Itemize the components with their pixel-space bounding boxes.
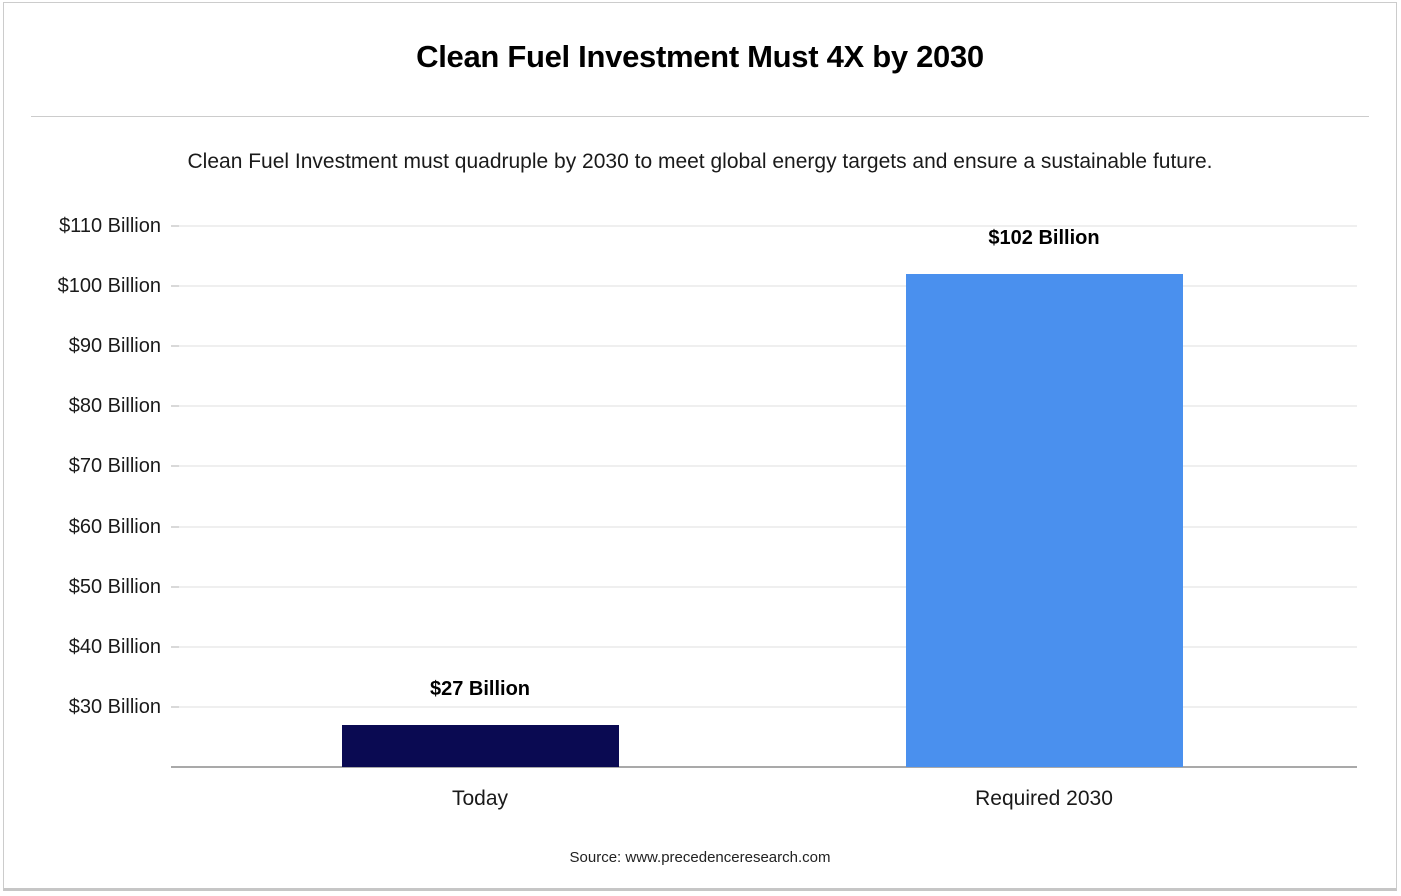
y-axis-tick-mark bbox=[171, 285, 179, 288]
gridline bbox=[171, 645, 1357, 648]
gridline bbox=[171, 225, 1357, 228]
bar-value-label-required-2030: $102 Billion bbox=[988, 227, 1100, 250]
gridline bbox=[171, 525, 1357, 528]
gridline bbox=[171, 405, 1357, 408]
y-axis-tick-label: $70 Billion bbox=[68, 455, 161, 478]
y-axis-tick-mark bbox=[171, 225, 179, 228]
bar-today bbox=[341, 724, 619, 767]
y-axis-tick-label: $50 Billion bbox=[68, 575, 161, 598]
chart-plot: $110 Billion $100 Billion $90 Billion $80 B… bbox=[4, 196, 1396, 810]
y-axis-tick-label: $80 Billion bbox=[68, 395, 161, 418]
y-axis-tick-mark bbox=[171, 345, 179, 348]
y-axis-tick-label: $110 Billion bbox=[59, 215, 161, 238]
page-title: Clean Fuel Investment Must 4X by 2030 bbox=[416, 39, 984, 74]
x-axis-category-label-today: Today bbox=[451, 787, 509, 810]
title-divider bbox=[31, 116, 1369, 117]
chart-card: Clean Fuel Investment Must 4X by 2030 Cl… bbox=[3, 2, 1397, 891]
bar-value-label-today: $27 Billion bbox=[429, 677, 531, 700]
y-axis-tick-mark bbox=[171, 645, 179, 648]
y-axis-tick-mark bbox=[171, 585, 179, 588]
y-axis-tick-label: $90 Billion bbox=[68, 335, 161, 358]
x-axis-line bbox=[171, 766, 1357, 768]
y-axis-tick-label: $40 Billion bbox=[68, 635, 161, 658]
chart-subtitle: Clean Fuel Investment must quadruple by … bbox=[187, 150, 1213, 173]
y-axis-tick-mark bbox=[171, 705, 179, 708]
gridline bbox=[171, 585, 1357, 588]
y-axis-tick-mark bbox=[171, 405, 179, 408]
gridline bbox=[171, 285, 1357, 288]
y-axis-tick-label: $60 Billion bbox=[68, 515, 161, 538]
y-axis-tick-mark bbox=[171, 525, 179, 528]
x-axis-category-label-required-2030: Required 2030 bbox=[975, 787, 1113, 810]
gridline bbox=[171, 345, 1357, 348]
y-axis-tick-label: $30 Billion bbox=[68, 695, 161, 718]
gridline bbox=[171, 705, 1357, 708]
gridline bbox=[171, 465, 1357, 468]
source-caption: Source: www.precedenceresearch.com bbox=[569, 849, 831, 866]
bar-required-2030 bbox=[905, 274, 1183, 767]
y-axis-tick-label: $100 Billion bbox=[57, 275, 161, 298]
y-axis-tick-mark bbox=[171, 465, 179, 468]
